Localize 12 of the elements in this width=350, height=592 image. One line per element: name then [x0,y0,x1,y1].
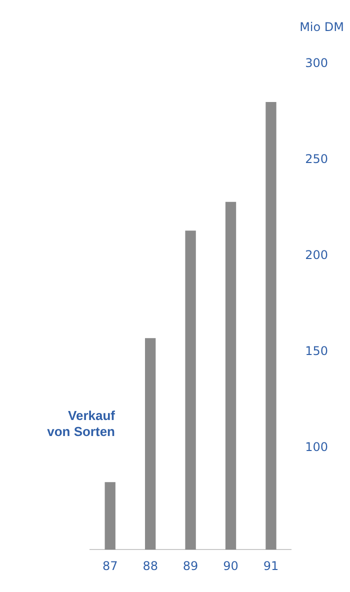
x-tick-label: 90 [223,558,238,573]
x-tick-label: 91 [263,558,279,573]
y-tick-label: 250 [305,152,328,166]
x-tick-label: 89 [182,558,198,573]
x-tick-label: 87 [102,558,118,573]
y-axis-title: Mio DM [300,20,344,34]
y-tick-label: 100 [305,440,328,454]
y-tick-label: 150 [305,344,328,358]
y-tick-label: 200 [305,248,328,262]
y-tick-label: 300 [305,56,328,70]
x-tick-label: 88 [142,558,158,573]
text: Verkauf von Sorten [46,408,115,440]
